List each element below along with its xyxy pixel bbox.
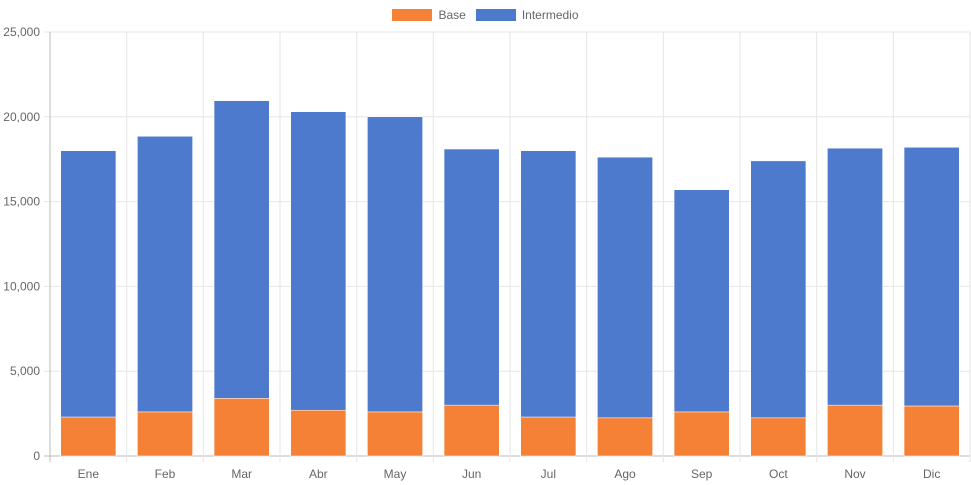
x-tick-label: Abr <box>309 467 328 481</box>
bar-base-may <box>367 411 423 457</box>
bar-intermedio-dic <box>903 147 960 407</box>
x-tick-label: May <box>384 467 407 481</box>
y-tick-label: 15,000 <box>3 195 40 209</box>
bar-intermedio-feb <box>137 136 193 413</box>
bar-intermedio-may <box>367 116 423 413</box>
y-tick-label: 20,000 <box>3 110 40 124</box>
bar-intermedio-abr <box>290 111 347 411</box>
bar-base-abr <box>290 409 347 457</box>
legend-item-base[interactable]: Base <box>392 8 466 22</box>
bar-intermedio-jun <box>443 148 500 406</box>
bar-base-ago <box>597 417 653 457</box>
legend-swatch-intermedio <box>475 9 516 21</box>
bar-base-ene <box>60 416 117 457</box>
x-tick-label: Jul <box>541 467 556 481</box>
bar-base-jul <box>520 416 577 457</box>
bar-intermedio-sep <box>673 189 730 413</box>
bar-base-feb <box>137 411 193 457</box>
x-tick-label: Nov <box>844 467 865 481</box>
bar-intermedio-nov <box>827 147 883 406</box>
bar-intermedio-mar <box>213 100 270 399</box>
x-tick-label: Feb <box>155 467 176 481</box>
x-tick-label: Mar <box>231 467 252 481</box>
x-tick-label: Sep <box>691 467 713 481</box>
x-tick-label: Jun <box>462 467 481 481</box>
bar-base-oct <box>750 417 807 457</box>
x-tick-label: Oct <box>769 467 788 481</box>
legend-swatch-base <box>392 9 433 21</box>
legend-item-intermedio[interactable]: Intermedio <box>475 8 579 22</box>
bar-intermedio-ago <box>597 156 653 419</box>
bar-base-mar <box>213 398 270 457</box>
legend-label-base: Base <box>438 8 466 22</box>
legend-label-intermedio: Intermedio <box>521 8 579 22</box>
x-tick-label: Dic <box>923 467 940 481</box>
bar-intermedio-ene <box>60 150 117 418</box>
bar-intermedio-oct <box>750 160 807 419</box>
y-tick-label: 25,000 <box>3 25 40 39</box>
y-tick-label: 10,000 <box>3 279 40 293</box>
y-tick-label: 5,000 <box>10 364 40 378</box>
chart-legend: Base Intermedio <box>0 8 971 22</box>
x-tick-label: Ago <box>614 467 636 481</box>
bar-base-sep <box>673 411 730 457</box>
y-tick-label: 0 <box>33 449 40 463</box>
bar-base-dic <box>903 405 960 457</box>
bar-base-jun <box>443 404 500 457</box>
bar-base-nov <box>827 404 883 457</box>
x-tick-label: Ene <box>78 467 100 481</box>
bar-intermedio-jul <box>520 150 577 418</box>
